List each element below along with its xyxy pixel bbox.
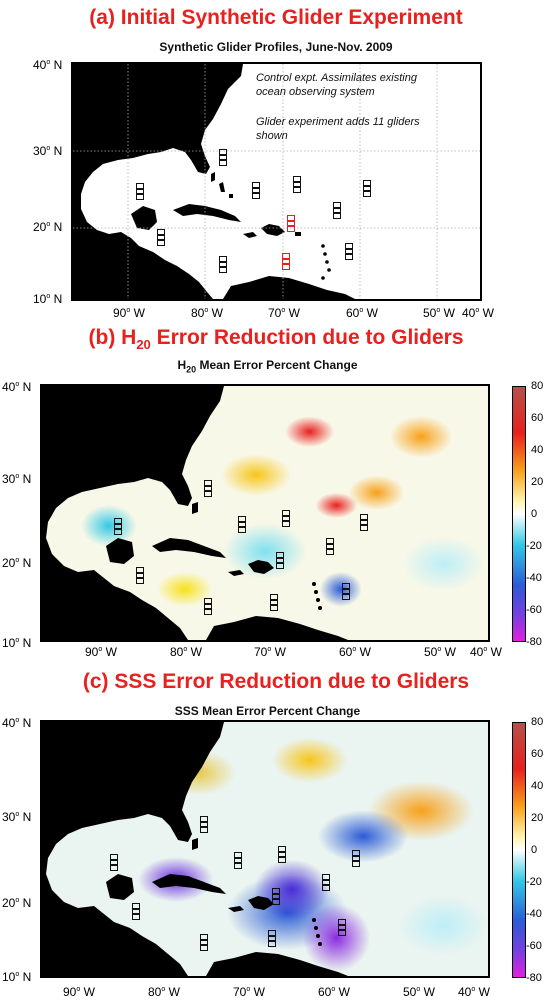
panel-a-title: (a) Initial Synthetic Glider Experiment bbox=[89, 6, 463, 29]
panel-a-note-line3: Glider experiment adds 11 gliders bbox=[256, 116, 420, 128]
b-lat-40: 40o N bbox=[2, 380, 32, 394]
c-lat-30: 30o N bbox=[2, 810, 32, 824]
panel-a-map: Control expt. Assimilates existing ocean… bbox=[71, 62, 482, 301]
cb-b-tick: 60 bbox=[531, 412, 544, 424]
glider-marker bbox=[114, 518, 122, 535]
cb-b-tick: -20 bbox=[526, 540, 542, 552]
panel-a-land bbox=[73, 64, 480, 299]
glider-marker bbox=[219, 256, 227, 273]
a-lon-80: 80o W bbox=[191, 306, 223, 320]
b-lat-20: 20o N bbox=[2, 556, 32, 570]
b-lon-40: 40o W bbox=[470, 645, 502, 659]
panel-a-subtitle: Synthetic Glider Profiles, June-Nov. 200… bbox=[159, 40, 393, 54]
cb-c-tick: 0 bbox=[531, 844, 538, 856]
b-lon-90: 90o W bbox=[85, 645, 117, 659]
c-lon-40: 40o W bbox=[458, 985, 490, 999]
glider-marker bbox=[360, 514, 368, 531]
panel-c-title: (c) SSS Error Reduction due to Gliders bbox=[82, 670, 470, 693]
glider-marker bbox=[326, 538, 334, 555]
glider-marker bbox=[157, 229, 165, 246]
a-lon-60: 60o W bbox=[346, 306, 378, 320]
panel-a-note-line4: shown bbox=[256, 130, 288, 142]
panel-b-map bbox=[40, 384, 490, 642]
b-lon-80: 80o W bbox=[170, 645, 202, 659]
c-lon-70: 70o W bbox=[233, 985, 265, 999]
cb-c-tick: -80 bbox=[526, 972, 542, 984]
cb-b-tick: 40 bbox=[531, 444, 544, 456]
glider-marker-red bbox=[282, 253, 290, 270]
glider-marker bbox=[268, 930, 276, 947]
glider-marker bbox=[352, 850, 360, 867]
c-lat-10: 10o N bbox=[2, 970, 32, 984]
glider-marker bbox=[136, 567, 144, 584]
a-lon-40: 40o W bbox=[462, 306, 494, 320]
cb-b-tick: 80 bbox=[531, 380, 544, 392]
a-lat-40: 40o N bbox=[33, 58, 63, 72]
b-lon-60: 60o W bbox=[339, 645, 371, 659]
cb-c-tick: -60 bbox=[526, 940, 542, 952]
a-lon-90: 90o W bbox=[113, 306, 145, 320]
panel-a-note-line1: Control expt. Assimilates existing bbox=[256, 72, 417, 84]
glider-marker bbox=[200, 816, 208, 833]
glider-marker bbox=[342, 583, 350, 600]
a-lat-20: 20o N bbox=[33, 220, 63, 234]
c-lat-20: 20o N bbox=[2, 896, 32, 910]
glider-marker bbox=[219, 149, 227, 166]
glider-marker bbox=[200, 934, 208, 951]
c-lon-60: 60o W bbox=[318, 985, 350, 999]
cb-c-tick: 20 bbox=[531, 812, 544, 824]
panel-a-note-line2: ocean observing system bbox=[256, 86, 375, 98]
glider-marker-red bbox=[287, 215, 295, 232]
b-lon-50: 50o W bbox=[424, 645, 456, 659]
glider-marker bbox=[333, 202, 341, 219]
cb-b-tick: -40 bbox=[526, 572, 542, 584]
panel-c-map bbox=[40, 720, 490, 978]
cb-b-tick: -80 bbox=[526, 636, 542, 648]
glider-marker bbox=[234, 852, 242, 869]
c-lon-80: 80o W bbox=[148, 985, 180, 999]
glider-marker bbox=[204, 480, 212, 497]
b-lat-10: 10o N bbox=[2, 636, 32, 650]
glider-marker bbox=[204, 598, 212, 615]
cb-c-tick: 40 bbox=[531, 780, 544, 792]
panel-b-land bbox=[42, 386, 348, 640]
cb-c-tick: 60 bbox=[531, 748, 544, 760]
cb-c-tick: -20 bbox=[526, 876, 542, 888]
panel-b-title: (b) H20 Error Reduction due to Gliders bbox=[88, 326, 464, 353]
glider-marker bbox=[272, 888, 280, 905]
panel-b-colorbar bbox=[512, 386, 526, 642]
panel-b-subtitle: H20 Mean Error Percent Change bbox=[177, 358, 358, 375]
glider-marker bbox=[238, 516, 246, 533]
glider-marker bbox=[278, 846, 286, 863]
glider-marker bbox=[276, 552, 284, 569]
b-lat-30: 30o N bbox=[2, 472, 32, 486]
glider-marker bbox=[252, 182, 260, 199]
panel-c-subtitle: SSS Mean Error Percent Change bbox=[174, 704, 361, 718]
cb-c-tick: -40 bbox=[526, 908, 542, 920]
c-lon-50: 50o W bbox=[403, 985, 435, 999]
glider-marker bbox=[322, 874, 330, 891]
a-lat-30: 30o N bbox=[33, 144, 63, 158]
cb-c-tick: 80 bbox=[531, 716, 544, 728]
glider-marker bbox=[363, 180, 371, 197]
cb-b-tick: 0 bbox=[531, 508, 538, 520]
a-lon-70: 70o W bbox=[268, 306, 300, 320]
glider-marker bbox=[282, 510, 290, 527]
panel-c-colorbar bbox=[512, 722, 526, 978]
cb-b-tick: -60 bbox=[526, 604, 542, 616]
a-lon-50: 50o W bbox=[423, 306, 455, 320]
glider-marker bbox=[110, 854, 118, 871]
c-lon-90: 90o W bbox=[63, 985, 95, 999]
glider-marker bbox=[345, 243, 353, 260]
a-lat-10: 10o N bbox=[33, 292, 63, 306]
glider-marker bbox=[270, 594, 278, 611]
glider-marker bbox=[293, 176, 301, 193]
glider-marker bbox=[338, 919, 346, 936]
glider-marker bbox=[136, 183, 144, 200]
cb-b-tick: 20 bbox=[531, 476, 544, 488]
panel-c-land bbox=[42, 722, 348, 976]
c-lat-40: 40o N bbox=[2, 716, 32, 730]
glider-marker bbox=[132, 903, 140, 920]
b-lon-70: 70o W bbox=[254, 645, 286, 659]
